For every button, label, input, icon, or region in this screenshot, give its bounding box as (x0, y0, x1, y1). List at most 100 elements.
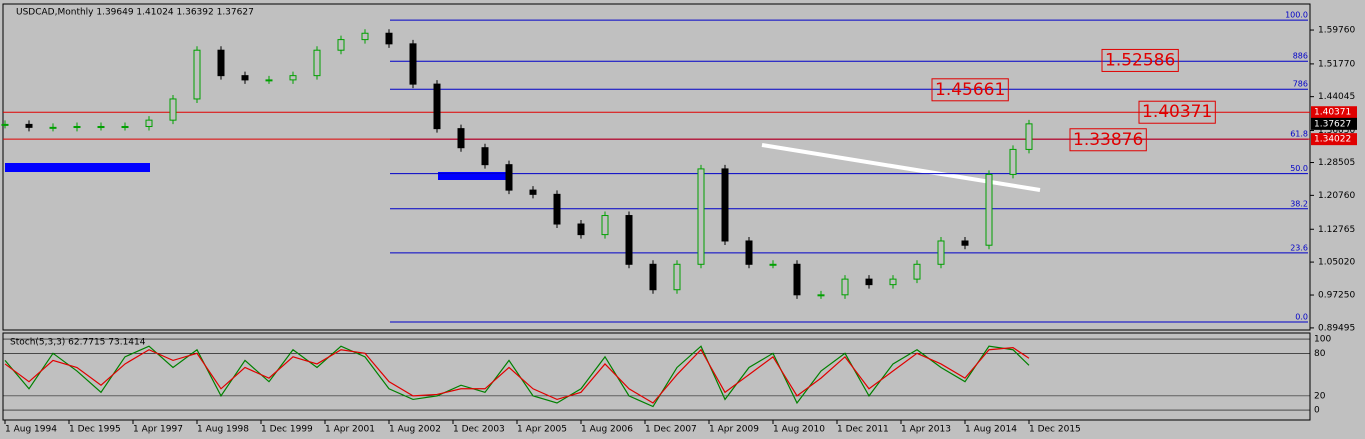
stoch-panel (2, 332, 1311, 421)
stoch-tick-label: 80 (1314, 349, 1326, 359)
candle (649, 263, 657, 291)
fib-label: 23.6 (1290, 243, 1308, 252)
price-box (1311, 133, 1357, 146)
x-tick-label: 1 Dec 2015 (1029, 425, 1081, 435)
annotation-box (1069, 128, 1147, 152)
x-tick-label: 1 Aug 2002 (389, 425, 441, 435)
annotation-box (931, 78, 1009, 102)
x-tick-label: 1 Apr 2001 (325, 425, 375, 435)
x-tick-label: 1 Aug 2014 (965, 425, 1017, 435)
candle (457, 128, 465, 149)
candle (217, 49, 225, 77)
candle (97, 126, 105, 129)
candle (793, 263, 801, 296)
x-tick-label: 1 Apr 2005 (517, 425, 567, 435)
zone-box (438, 172, 506, 180)
candle (745, 240, 753, 265)
annotation-label: 1.52586 (1105, 50, 1175, 70)
candle (1025, 123, 1033, 150)
candle (433, 83, 441, 130)
candle (289, 75, 297, 81)
candle (769, 263, 777, 266)
candle (841, 278, 849, 296)
candle (625, 215, 633, 265)
fib-label: 886 (1293, 52, 1308, 61)
stoch-line (4, 347, 1030, 404)
x-tick-label: 1 Dec 1999 (261, 425, 313, 435)
y-tick-label: 1.05020 (1318, 258, 1355, 268)
x-tick-label: 1 Apr 2013 (901, 425, 951, 435)
stoch-tick-label: 0 (1314, 406, 1320, 416)
x-tick-label: 1 Aug 1998 (197, 425, 249, 435)
candle (25, 123, 33, 128)
candle (481, 147, 489, 166)
x-tick-label: 1 Aug 2010 (773, 425, 825, 435)
price-label: 1.34022 (1314, 135, 1351, 145)
candle (865, 278, 873, 286)
zone-box (5, 163, 150, 172)
fib-label: 38.2 (1290, 199, 1308, 208)
candle (145, 119, 153, 128)
y-tick-label: 1.44045 (1318, 92, 1355, 102)
candle (121, 126, 129, 129)
candle (913, 263, 921, 280)
candle (1009, 148, 1017, 175)
x-tick-label: 1 Dec 2003 (453, 425, 505, 435)
x-tick-label: 1 Apr 2009 (709, 425, 759, 435)
stoch-tick-label: 20 (1314, 391, 1326, 401)
candle (697, 168, 705, 265)
candle (49, 126, 57, 129)
x-tick-label: 1 Dec 1995 (69, 425, 121, 435)
fib-label: 786 (1293, 80, 1308, 89)
candle (1, 123, 9, 126)
y-tick-label: 1.20760 (1318, 191, 1355, 201)
candle (961, 240, 969, 246)
y-tick-label: 0.97250 (1318, 291, 1355, 301)
y-tick-label: 1.51770 (1318, 59, 1355, 69)
annotation-label: 1.45661 (935, 80, 1005, 100)
candle (313, 49, 321, 77)
candle (385, 32, 393, 45)
annotation-box (1138, 100, 1216, 124)
candle (361, 32, 369, 41)
x-tick-label: 1 Dec 2007 (645, 425, 697, 435)
x-tick-label: 1 Aug 2006 (581, 425, 633, 435)
candle (577, 223, 585, 236)
candle (169, 98, 177, 121)
price-box (1311, 106, 1357, 119)
candle (337, 39, 345, 51)
fib-label: 100.0 (1285, 11, 1308, 20)
y-tick-label: 1.12765 (1318, 225, 1355, 235)
candle (673, 263, 681, 291)
candle (889, 278, 897, 286)
annotation-box (1101, 48, 1179, 72)
y-tick-label: 1.59760 (1318, 26, 1355, 36)
annotation-label: 1.40371 (1142, 102, 1212, 122)
x-tick-label: 1 Dec 2011 (837, 425, 889, 435)
price-label: 1.40371 (1314, 108, 1351, 118)
annotation-label: 1.33876 (1073, 130, 1143, 150)
current-price-box (1311, 117, 1357, 130)
candle (73, 126, 81, 129)
y-tick-label: 0.89495 (1318, 323, 1355, 333)
candle (553, 193, 561, 225)
current-price-label: 1.37627 (1314, 119, 1351, 129)
candle (193, 49, 201, 100)
fib-label: 50.0 (1290, 164, 1308, 173)
candle (409, 43, 417, 85)
x-tick-label: 1 Aug 1994 (5, 425, 57, 435)
candle (817, 294, 825, 297)
candle (985, 173, 993, 246)
candle (529, 189, 537, 195)
candle (721, 168, 729, 242)
candle (265, 79, 273, 82)
x-tick-label: 1 Apr 1997 (133, 425, 183, 435)
candle (241, 75, 249, 81)
candle (601, 215, 609, 236)
stoch-title: Stoch(5,3,3) 62.7715 73.1414 (10, 338, 146, 348)
fib-label: 0.0 (1295, 312, 1308, 321)
y-tick-label: 1.28505 (1318, 158, 1355, 168)
stoch-tick-label: 100 (1314, 335, 1331, 345)
y-tick-label: 1.36050 (1318, 126, 1355, 136)
